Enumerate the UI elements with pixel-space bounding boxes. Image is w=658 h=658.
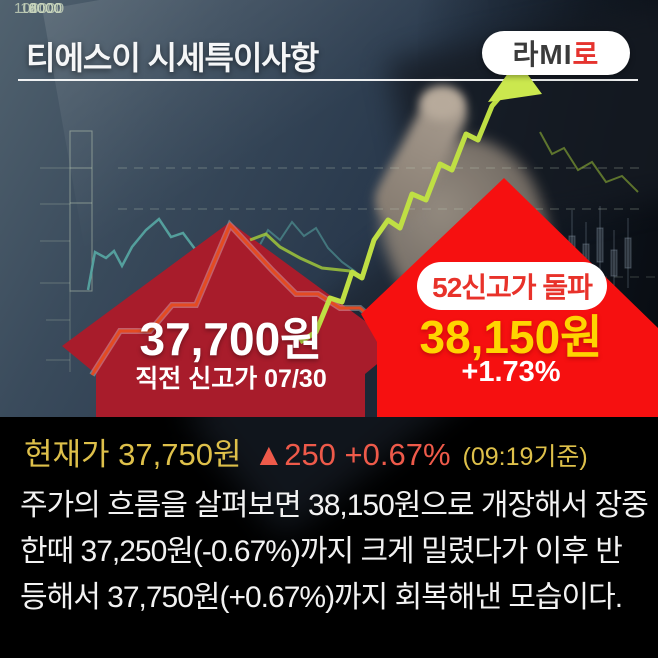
green-arrow-line	[249, 60, 639, 345]
summary-line: 한때 37,250원(-0.67%)까지 크게 밀렸다가 이후 반	[20, 535, 623, 568]
y-axis-label: 10000	[20, 0, 62, 17]
new-high-badge: 52신고가 돌파	[417, 262, 607, 310]
title-divider	[18, 79, 638, 81]
volume-bar-outline	[69, 130, 93, 292]
y-axis-label: 2000	[28, 0, 62, 17]
summary-line: 등해서 37,750원(+0.67%)까지 회복해낸 모습이다.	[20, 581, 623, 614]
brand-logo-accent: 로	[572, 39, 600, 70]
new-high-price: 38,150원	[419, 311, 603, 363]
y-axis-label: 4000	[28, 0, 62, 17]
y-axis-label: 8000	[28, 0, 62, 17]
green-arrowhead	[488, 60, 542, 102]
page-title: 티에스이 시세특이사항	[26, 40, 319, 76]
axis-ticks	[40, 167, 71, 372]
y-axis-label: 6000	[28, 0, 62, 17]
brand-logo-main: 라MI	[512, 39, 573, 70]
previous-high-caption: 직전 신고가 07/30	[135, 365, 327, 393]
status-bar: 현재가 37,750원 ▲250 +0.67% (09:19기준)	[24, 429, 588, 474]
price-change: ▲250 +0.67%	[253, 437, 451, 472]
dashed-gridlines	[118, 167, 656, 278]
fingertip	[420, 86, 464, 120]
quote-time: (09:19기준)	[462, 443, 588, 471]
left-house-shape	[62, 222, 399, 417]
summary-paragraph: 주가의 흐름을 살펴보면 38,150원으로 개장해서 장중 한때 37,250…	[20, 483, 649, 621]
previous-high-price: 37,700원	[139, 313, 323, 365]
brand-logo: 라MI 로	[482, 31, 630, 75]
orange-trend-line	[90, 222, 376, 376]
y-axis-label: 100000	[14, 0, 65, 17]
new-high-change: +1.73%	[461, 356, 561, 388]
summary-line: 주가의 흐름을 살펴보면 38,150원으로 개장해서 장중	[20, 489, 649, 522]
teal-line-chart-2	[255, 220, 357, 273]
current-price: 현재가 37,750원	[24, 437, 242, 472]
